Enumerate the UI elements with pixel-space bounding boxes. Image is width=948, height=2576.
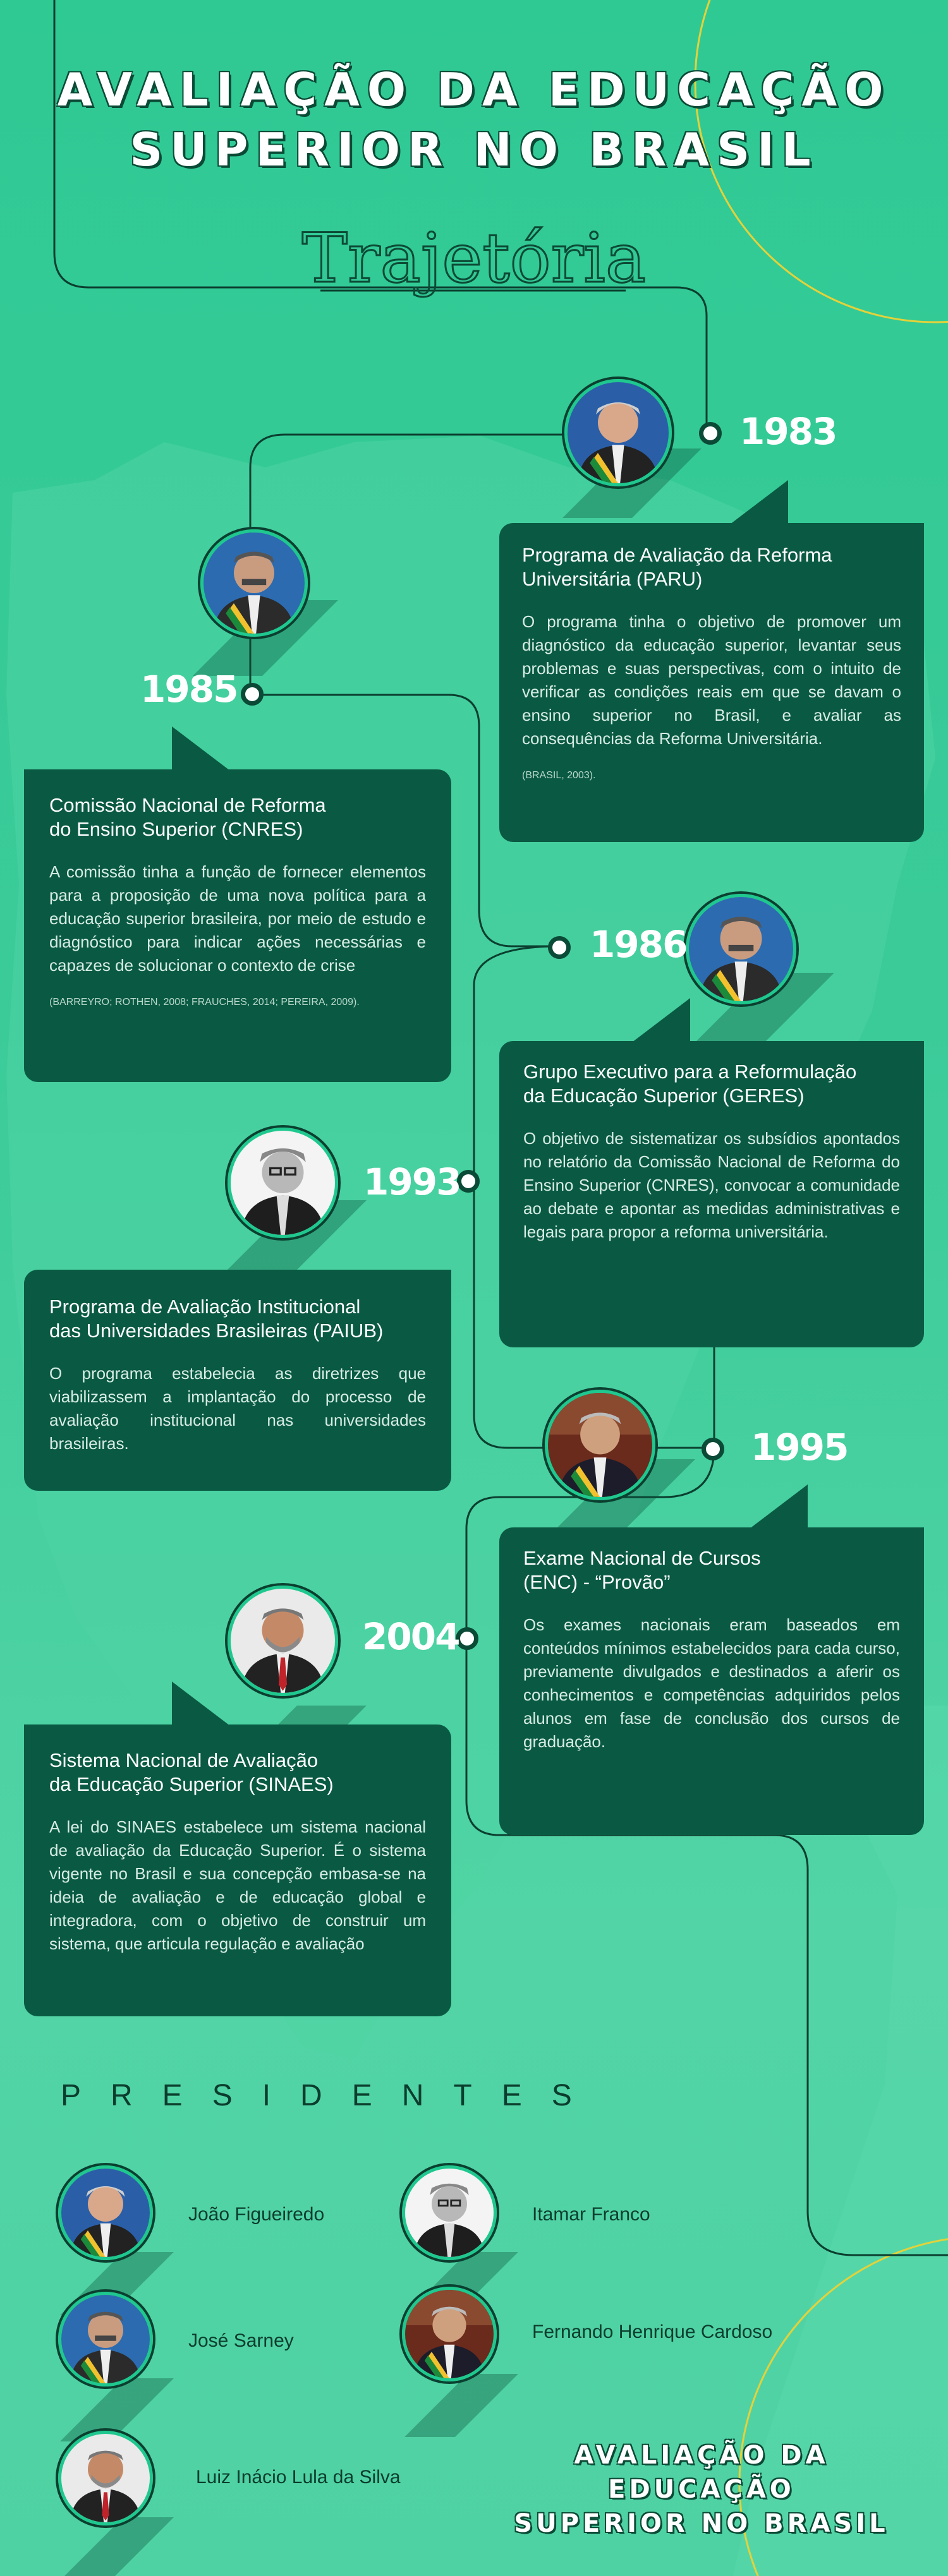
card-title-line2: da Educação Superior (SINAES) <box>49 1773 334 1795</box>
avatar-lula-2004 <box>228 1586 338 1696</box>
portrait-sarney <box>689 897 793 1001</box>
card-title-line1: Exame Nacional de Cursos <box>523 1547 761 1569</box>
year-1995: 1995 <box>751 1426 849 1469</box>
timeline-connector-line <box>53 0 948 2256</box>
timeline-dot-1986 <box>548 936 571 959</box>
year-1983: 1983 <box>739 410 837 453</box>
timeline-dot-1993 <box>457 1170 480 1193</box>
card-paru: Programa de Avaliação da Reforma Univers… <box>499 523 924 842</box>
president-name: João Figueiredo <box>188 2204 325 2225</box>
footer-title-line2: SUPERIOR NO BRASIL <box>514 2509 889 2538</box>
card-text: O programa estabelecia as diretrizes que… <box>49 1364 426 1453</box>
card-title-line1: Programa de Avaliação Institucional <box>49 1296 361 1318</box>
page-title-line1: AVALIAÇÃO DA EDUCAÇÃO <box>57 63 891 116</box>
portrait-fhc <box>405 2290 494 2378</box>
year-1986: 1986 <box>590 923 688 966</box>
card-tab <box>750 1484 808 1529</box>
president-name: Fernando Henrique Cardoso <box>532 2321 773 2342</box>
card-title-line2: Universitária (PARU) <box>522 568 703 590</box>
portrait-lula <box>231 1589 335 1693</box>
avatar-figueiredo-small <box>58 2165 153 2260</box>
avatar-sarney-1985 <box>200 529 308 637</box>
card-title-line1: Comissão Nacional de Reforma <box>49 794 326 816</box>
avatar-fhc-1995 <box>545 1390 655 1500</box>
card-title-line2: da Educação Superior (GERES) <box>523 1085 805 1107</box>
page-subtitle: Trajetória <box>301 219 647 298</box>
portrait-fhc <box>548 1393 652 1497</box>
card-text: A comissão tinha a função de fornecer el… <box>49 862 426 975</box>
card-tab <box>632 998 690 1042</box>
card-paiub: Programa de Avaliação Institucional das … <box>24 1270 451 1491</box>
card-cnres: Comissão Nacional de Reforma do Ensino S… <box>24 769 451 1082</box>
year-1993: 1993 <box>363 1160 461 1203</box>
timeline-dot-2004 <box>456 1627 478 1650</box>
card-tab <box>730 480 788 524</box>
portrait-lula <box>61 2434 150 2522</box>
card-tab <box>172 1682 230 1726</box>
footer-title: AVALIAÇÃO DA EDUCAÇÃO SUPERIOR NO BRASIL <box>480 2438 923 2541</box>
card-text: O programa tinha o objetivo de promover … <box>522 612 901 748</box>
yellow-arc-top <box>694 0 948 323</box>
card-text: O objetivo de sistematizar os subsídios … <box>523 1129 900 1241</box>
presidents-heading: PRESIDENTES <box>61 2079 602 2112</box>
card-title-line1: Grupo Executivo para a Reformulação <box>523 1061 857 1083</box>
map-coast-shape <box>733 1706 948 2576</box>
president-name: Itamar Franco <box>532 2204 650 2225</box>
yellow-arc-bottom <box>738 2238 948 2576</box>
avatar-itamar-small <box>402 2165 497 2260</box>
avatar-fhc-small <box>402 2287 497 2381</box>
card-title-line1: Programa de Avaliação da Reforma <box>522 544 832 566</box>
card-title-line2: (ENC) - “Provão” <box>523 1571 671 1593</box>
avatar-itamar-1993 <box>228 1128 338 1238</box>
footer-title-line1: AVALIAÇÃO DA EDUCAÇÃO <box>574 2441 829 2504</box>
president-name: José Sarney <box>188 2330 294 2351</box>
card-title-line1: Sistema Nacional de Avaliação <box>49 1749 319 1771</box>
card-title-line2: das Universidades Brasileiras (PAIUB) <box>49 1320 384 1342</box>
timeline-dot-1983 <box>699 422 722 445</box>
portrait-sarney <box>204 533 305 634</box>
card-reference: (BARREYRO; ROTHEN, 2008; FRAUCHES, 2014;… <box>49 997 360 1008</box>
card-reference: (BRASIL, 2003). <box>522 770 596 781</box>
avatar-sarney-1986 <box>686 894 796 1004</box>
avatar-sarney-small <box>58 2292 153 2386</box>
card-sinaes: Sistema Nacional de Avaliação da Educaçã… <box>24 1724 451 2016</box>
year-1985: 1985 <box>140 668 238 711</box>
avatar-figueiredo <box>564 379 672 486</box>
timeline-dot-1995 <box>702 1438 724 1460</box>
portrait-sarney <box>61 2295 150 2383</box>
card-geres: Grupo Executivo para a Reformulação da E… <box>499 1041 924 1347</box>
card-title-line2: do Ensino Superior (CNRES) <box>49 818 303 840</box>
year-2004: 2004 <box>362 1615 460 1658</box>
card-text: Os exames nacionais eram baseados em con… <box>523 1615 900 1751</box>
portrait-figueiredo <box>568 382 669 483</box>
portrait-itamar <box>405 2169 494 2257</box>
card-tab <box>172 726 230 771</box>
portrait-figueiredo <box>61 2169 150 2257</box>
card-enc: Exame Nacional de Cursos (ENC) - “Provão… <box>499 1527 924 1835</box>
president-name: Luiz Inácio Lula da Silva <box>196 2467 401 2488</box>
timeline-dot-1985 <box>241 683 264 706</box>
avatar-lula-small <box>58 2431 153 2525</box>
card-text: A lei do SINAES estabelece um sistema na… <box>49 1817 426 1953</box>
portrait-itamar <box>231 1131 335 1235</box>
page-title-line2: SUPERIOR NO BRASIL <box>130 123 818 176</box>
